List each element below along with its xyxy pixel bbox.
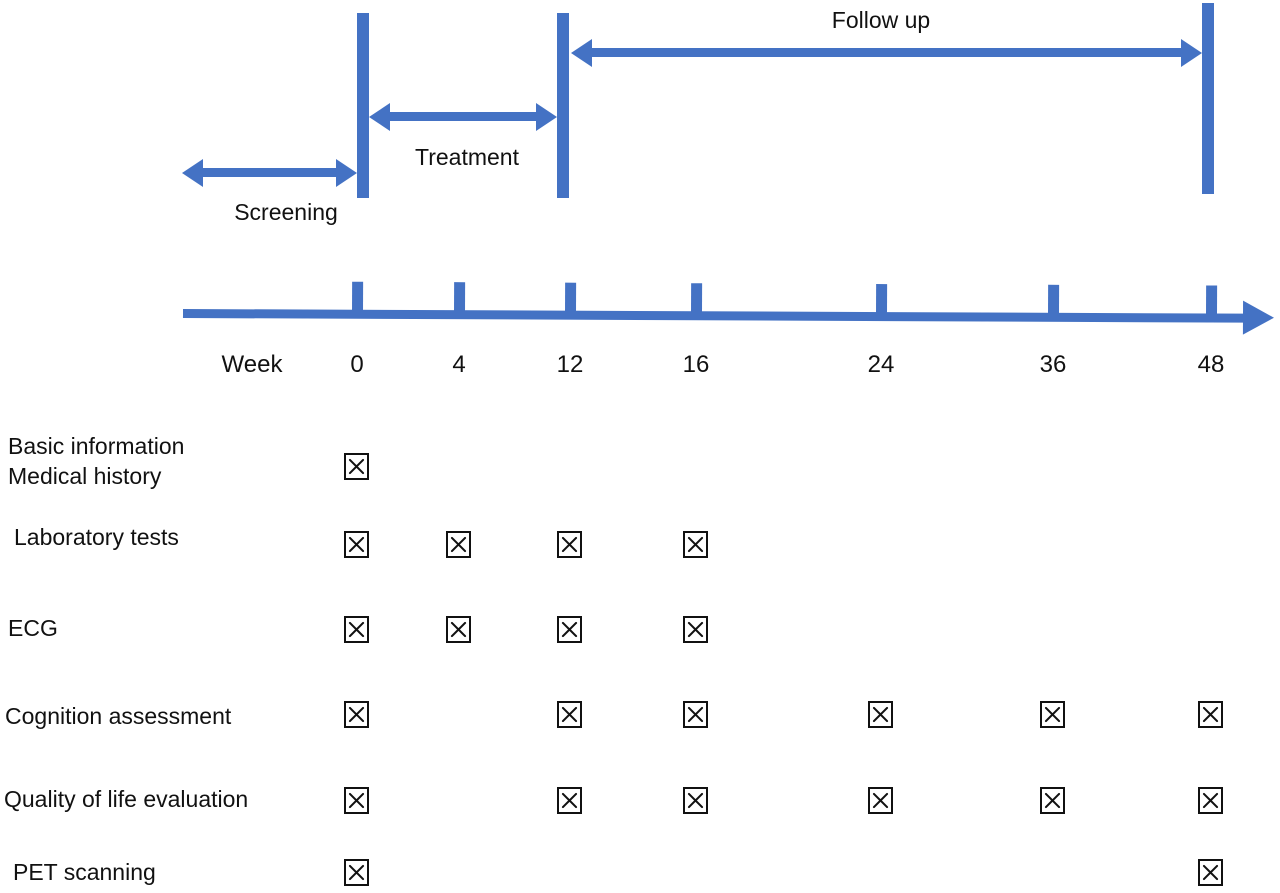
axis-tick-week-12 <box>564 282 577 316</box>
week-tick-label-0: 0 <box>350 351 364 378</box>
milestone-bar-week-12 <box>557 13 569 198</box>
axis-line <box>182 309 1245 323</box>
assessment-label-basic-information: Basic information Medical history <box>8 431 184 491</box>
crossed-checkbox-icon <box>683 701 708 728</box>
axis-title: Week <box>221 351 283 378</box>
phase-label-screening: Screening <box>234 199 338 225</box>
crossed-checkbox-icon <box>344 701 369 728</box>
week-tick-label-12: 12 <box>556 351 584 378</box>
crossed-checkbox-icon <box>344 616 369 643</box>
axis-tick-week-0 <box>351 281 364 315</box>
crossed-checkbox-icon <box>557 531 582 558</box>
crossed-checkbox-icon <box>344 859 369 886</box>
crossed-checkbox-icon <box>683 616 708 643</box>
week-tick-label-36: 36 <box>1039 351 1067 378</box>
milestone-bar-week-48 <box>1202 3 1214 194</box>
week-tick-label-16: 16 <box>682 351 710 378</box>
phase-label-treatment: Treatment <box>415 144 519 170</box>
crossed-checkbox-icon <box>344 453 369 480</box>
week-axis <box>0 0 1280 405</box>
crossed-checkbox-icon <box>344 787 369 814</box>
crossed-checkbox-icon <box>868 701 893 728</box>
crossed-checkbox-icon <box>557 616 582 643</box>
assessment-label-line: Quality of life evaluation <box>4 786 249 812</box>
assessment-label-laboratory-tests: Laboratory tests <box>14 522 179 552</box>
crossed-checkbox-icon <box>683 787 708 814</box>
week-tick-label-24: 24 <box>867 351 895 378</box>
crossed-checkbox-icon <box>446 531 471 558</box>
crossed-checkbox-icon <box>1040 787 1065 814</box>
milestone-bar-week-0 <box>357 13 369 198</box>
crossed-checkbox-icon <box>868 787 893 814</box>
assessment-label-ecg: ECG <box>8 613 58 643</box>
axis-ticks <box>1 0 1280 319</box>
axis-tick-week-36 <box>1047 284 1060 318</box>
screening-range-arrow-icon <box>182 158 357 187</box>
axis-arrowhead-icon <box>1242 300 1275 335</box>
assessment-label-quality-of-life-evaluation: Quality of life evaluation <box>4 784 248 814</box>
crossed-checkbox-icon <box>557 701 582 728</box>
follow-up-range-arrow-icon <box>571 38 1202 67</box>
axis-tick-week-4 <box>453 282 466 316</box>
assessment-label-line: PET scanning <box>13 859 156 885</box>
crossed-checkbox-icon <box>1198 787 1223 814</box>
assessment-label-line: ECG <box>8 615 58 641</box>
treatment-range-arrow-icon <box>369 102 557 131</box>
assessment-label-line: Medical history <box>8 463 162 489</box>
crossed-checkbox-icon <box>1198 859 1223 886</box>
crossed-checkbox-icon <box>1040 701 1065 728</box>
axis-tick-week-48 <box>1205 285 1218 319</box>
assessment-label-line: Cognition assessment <box>5 703 232 729</box>
axis-tick-week-16 <box>690 283 703 317</box>
assessment-label-pet-scanning: PET scanning <box>13 857 156 887</box>
phase-label-follow-up: Follow up <box>831 7 931 33</box>
week-tick-label-4: 4 <box>452 351 466 378</box>
crossed-checkbox-icon <box>446 616 471 643</box>
axis-tick-week-24 <box>875 284 888 318</box>
crossed-checkbox-icon <box>344 531 369 558</box>
crossed-checkbox-icon <box>557 787 582 814</box>
assessment-label-cognition-assessment: Cognition assessment <box>5 701 231 731</box>
crossed-checkbox-icon <box>683 531 708 558</box>
crossed-checkbox-icon <box>1198 701 1223 728</box>
week-tick-label-48: 48 <box>1197 351 1225 378</box>
assessment-label-line: Basic information <box>8 433 185 459</box>
assessment-label-line: Laboratory tests <box>14 524 179 550</box>
